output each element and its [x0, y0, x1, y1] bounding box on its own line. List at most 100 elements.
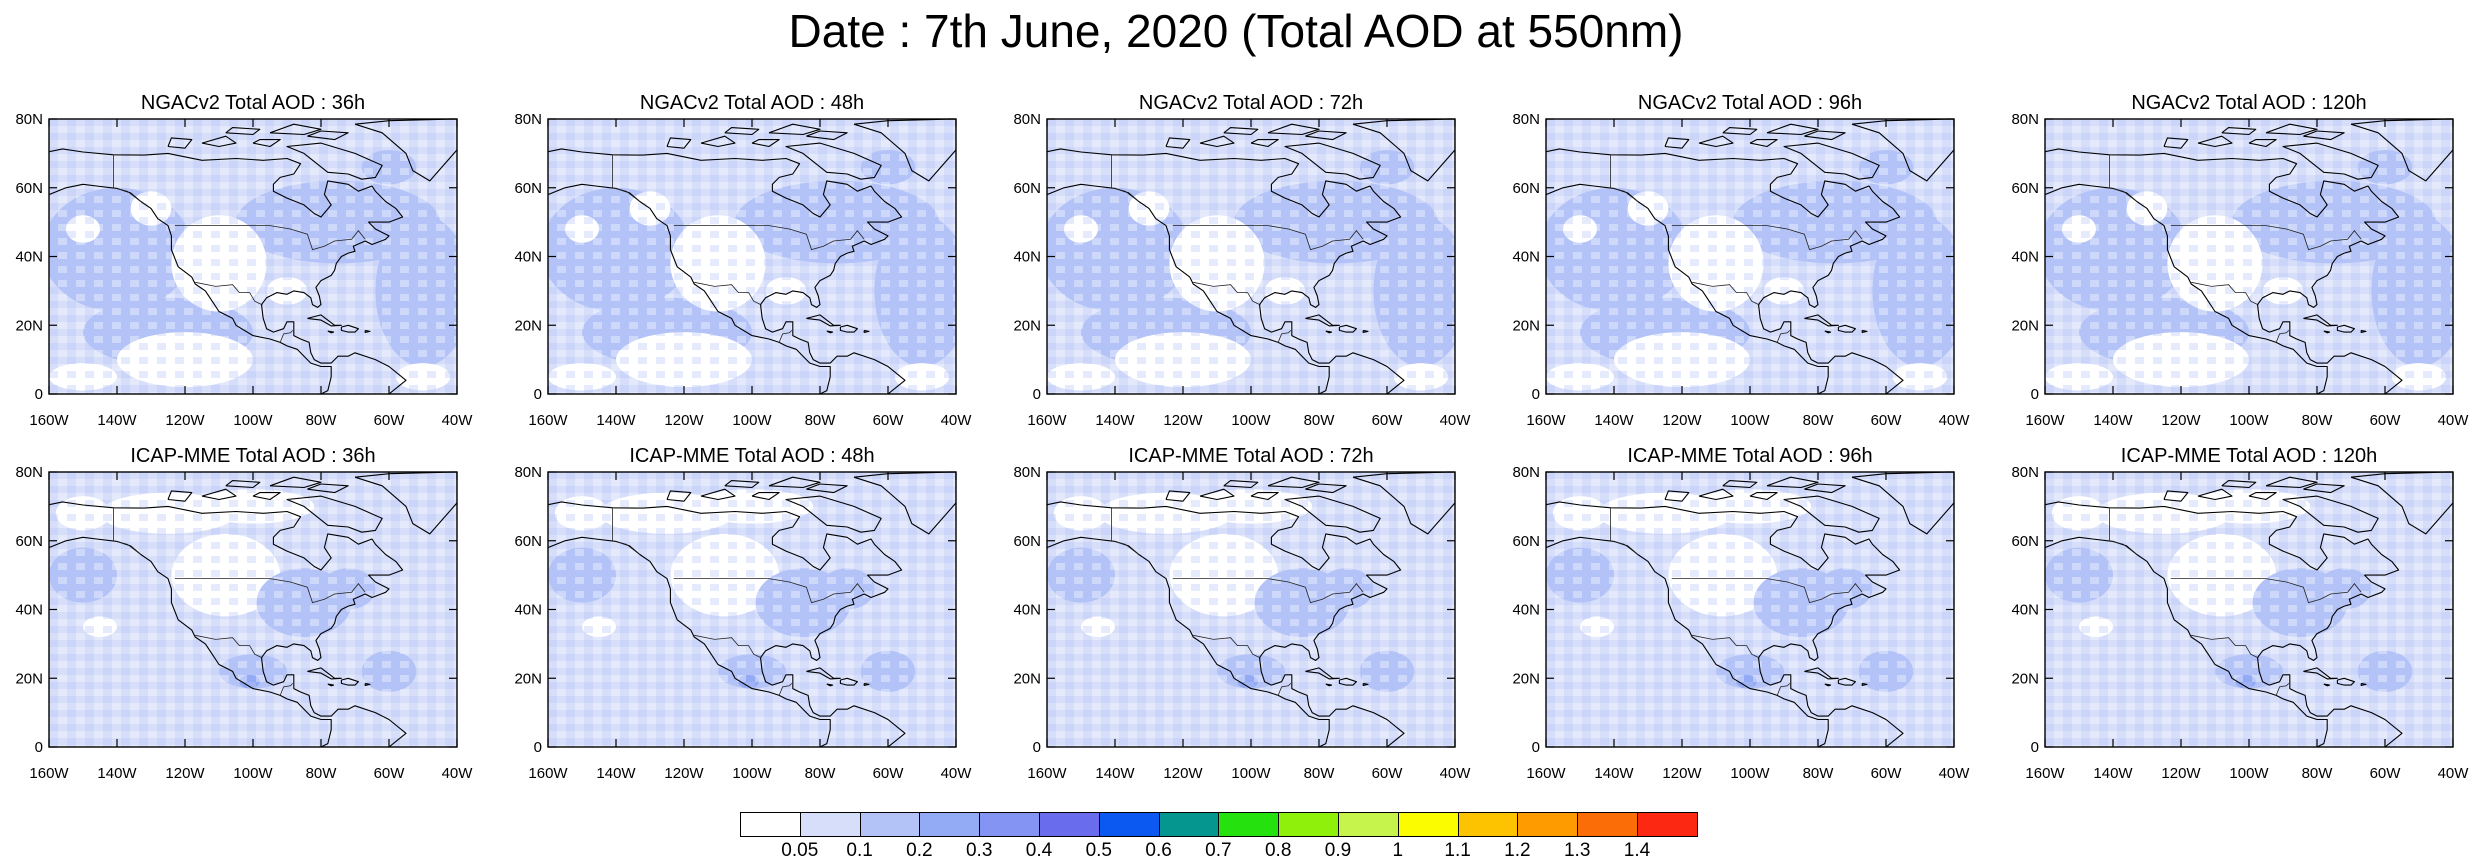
coastline	[1165, 137, 1191, 149]
map-panel: NGACv2 Total AOD : 72h 80N 60N 40N 20N 0 160W 1…	[1013, 92, 1471, 429]
coastline	[1722, 480, 1758, 489]
lon-tick-label: 60W	[1372, 765, 1404, 782]
panel-title: NGACv2 Total AOD : 36h	[141, 92, 365, 114]
lat-tick-label: 40N	[2011, 602, 2039, 619]
coastline	[1851, 472, 1954, 535]
lat-tick-label: 20N	[514, 670, 542, 687]
coastline	[548, 501, 906, 747]
lat-tick-label: 40N	[1013, 602, 1041, 619]
aod-field	[2045, 119, 2453, 394]
lon-tick-label: 80W	[1304, 765, 1336, 782]
lon-tick-label: 100W	[732, 765, 772, 782]
lat-tick-label: 20N	[2011, 670, 2039, 687]
lon-tick-label: 80W	[2302, 765, 2334, 782]
coastline	[853, 472, 956, 535]
country-border	[1111, 507, 1140, 555]
map-panel: ICAP-MME Total AOD : 96h 80N 60N 40N 20N 0 160…	[1512, 445, 1970, 782]
coastline	[1250, 139, 1279, 148]
colorbar-label: 0.9	[1324, 840, 1352, 861]
lat-tick-label: 0	[534, 386, 542, 403]
colorbar-label: 0.7	[1205, 840, 1232, 861]
lat-tick-label: 20N	[1512, 317, 1540, 334]
coastline	[1250, 492, 1279, 501]
colorbar-box	[1218, 812, 1280, 837]
lon-tick-label: 100W	[233, 765, 273, 782]
coastline	[2323, 683, 2331, 687]
lon-tick-label: 140W	[97, 765, 137, 782]
lat-tick-label: 60N	[2011, 533, 2039, 550]
country-border	[1776, 683, 1791, 696]
lon-tick-label: 80W	[2302, 412, 2334, 429]
lon-tick-label: 60W	[873, 412, 905, 429]
colorbar-label: 0.3	[965, 840, 993, 861]
lat-tick-label: 20N	[514, 317, 542, 334]
coastline	[167, 137, 193, 149]
lon-tick-label: 100W	[2229, 765, 2269, 782]
country-border	[2170, 578, 2362, 604]
country-border	[113, 507, 142, 555]
lon-tick-label: 160W	[1526, 412, 1566, 429]
coastline	[340, 677, 359, 686]
coastline	[1664, 490, 1690, 502]
country-border	[1692, 281, 1760, 306]
lat-tick-label: 0	[534, 739, 542, 756]
coastline	[1305, 667, 1340, 680]
coastline	[1223, 127, 1259, 136]
colorbar-boxes	[740, 812, 1698, 837]
aod-field	[1546, 119, 1954, 394]
coastline	[666, 137, 692, 149]
coastline	[269, 123, 322, 136]
coastline	[1546, 536, 1829, 747]
lat-tick-label: 60N	[514, 533, 542, 550]
coastline	[1861, 682, 1868, 687]
lon-tick-label: 60W	[374, 765, 406, 782]
coastline	[49, 148, 407, 394]
coastline	[2221, 480, 2257, 489]
colorbar-label: 0.4	[1025, 840, 1053, 861]
lon-tick-label: 160W	[1027, 765, 1067, 782]
lon-tick-label: 140W	[2093, 765, 2133, 782]
colorbar-box	[799, 812, 861, 837]
country-border	[1193, 281, 1261, 306]
coastline	[1047, 536, 1330, 747]
lat-tick-label: 60N	[1512, 180, 1540, 197]
lat-tick-label: 80N	[1013, 464, 1041, 481]
coastline	[2303, 314, 2338, 327]
colorbar-label: 1.4	[1623, 840, 1651, 861]
coastline	[2350, 472, 2453, 535]
lat-tick-label: 20N	[2011, 317, 2039, 334]
colorbar-label: 1.1	[1444, 840, 1471, 861]
lat-tick-label: 0	[2031, 739, 2039, 756]
lon-tick-label: 80W	[805, 412, 837, 429]
aod-field	[548, 119, 956, 394]
country-border	[1671, 578, 1863, 604]
aod-field	[1546, 472, 1954, 747]
colorbar: 0.05 0.1 0.2 0.3 0.4 0.5 0.6 0.7 0.8 0.9 1 1.1 1.2 1.…	[740, 812, 1698, 866]
lat-tick-label: 20N	[1512, 670, 1540, 687]
country-border	[195, 634, 263, 659]
lon-tick-label: 40W	[442, 412, 474, 429]
colorbar-box	[1517, 812, 1579, 837]
lon-tick-label: 140W	[1594, 412, 1634, 429]
lat-tick-label: 60N	[1013, 533, 1041, 550]
country-border	[1610, 154, 1639, 202]
coastline	[2360, 682, 2367, 687]
coastline	[2350, 119, 2453, 182]
country-border	[1277, 330, 1292, 343]
coastline	[853, 119, 956, 182]
lat-tick-label: 60N	[514, 180, 542, 197]
lon-tick-label: 120W	[165, 765, 205, 782]
panel-title: ICAP-MME Total AOD : 48h	[629, 445, 874, 467]
coastline	[307, 314, 342, 327]
lon-tick-label: 120W	[1163, 765, 1203, 782]
lon-tick-label: 60W	[873, 765, 905, 782]
coastline	[1698, 488, 1734, 501]
country-border	[113, 154, 142, 202]
lon-tick-label: 60W	[1871, 412, 1903, 429]
coastline	[2336, 677, 2355, 686]
coastline	[269, 476, 322, 489]
country-border	[1277, 683, 1292, 696]
lon-tick-label: 140W	[2093, 412, 2133, 429]
colorbar-box	[1337, 812, 1399, 837]
coastline	[307, 483, 349, 494]
